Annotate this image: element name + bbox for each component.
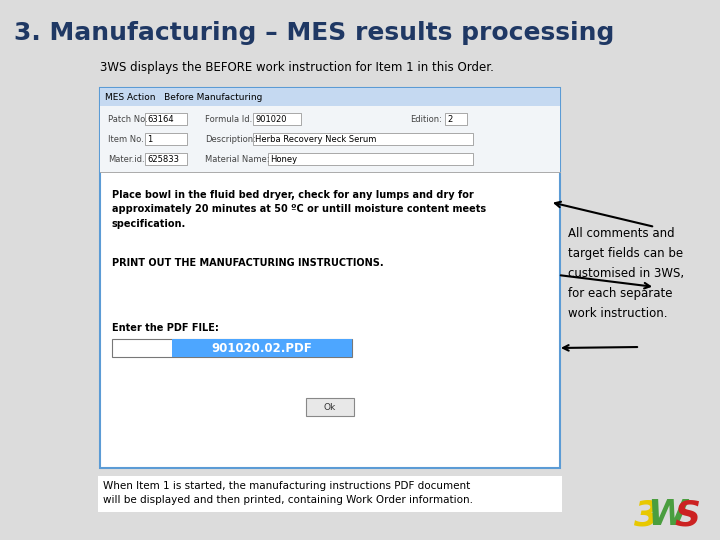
FancyBboxPatch shape bbox=[253, 133, 473, 145]
Text: 3. Manufacturing – MES results processing: 3. Manufacturing – MES results processin… bbox=[14, 21, 614, 45]
Text: Mater.id.: Mater.id. bbox=[108, 154, 145, 164]
FancyBboxPatch shape bbox=[306, 398, 354, 416]
Text: Material Name:: Material Name: bbox=[205, 154, 269, 164]
FancyBboxPatch shape bbox=[145, 153, 187, 165]
Text: Edition:: Edition: bbox=[410, 114, 442, 124]
FancyBboxPatch shape bbox=[145, 133, 187, 145]
Text: PRINT OUT THE MANUFACTURING INSTRUCTIONS.: PRINT OUT THE MANUFACTURING INSTRUCTIONS… bbox=[112, 258, 384, 268]
Text: 3WS displays the BEFORE work instruction for Item 1 in this Order.: 3WS displays the BEFORE work instruction… bbox=[100, 62, 494, 75]
FancyBboxPatch shape bbox=[112, 339, 352, 357]
FancyBboxPatch shape bbox=[253, 113, 301, 125]
Text: 63164: 63164 bbox=[147, 114, 174, 124]
Text: Description:: Description: bbox=[205, 134, 256, 144]
FancyBboxPatch shape bbox=[100, 88, 560, 468]
Text: Item No.: Item No. bbox=[108, 134, 144, 144]
Text: MES Action   Before Manufacturing: MES Action Before Manufacturing bbox=[105, 92, 262, 102]
FancyBboxPatch shape bbox=[145, 113, 187, 125]
Text: Enter the PDF FILE:: Enter the PDF FILE: bbox=[112, 323, 219, 333]
FancyBboxPatch shape bbox=[100, 88, 560, 106]
FancyBboxPatch shape bbox=[268, 153, 473, 165]
Text: Formula Id.: Formula Id. bbox=[205, 114, 252, 124]
FancyBboxPatch shape bbox=[98, 476, 562, 512]
Text: 625833: 625833 bbox=[147, 154, 179, 164]
Text: S: S bbox=[674, 498, 700, 532]
Text: 1: 1 bbox=[147, 134, 152, 144]
Text: 901020.02.PDF: 901020.02.PDF bbox=[212, 341, 312, 354]
Text: Patch No.: Patch No. bbox=[108, 114, 148, 124]
Text: Herba Recovery Neck Serum: Herba Recovery Neck Serum bbox=[255, 134, 377, 144]
Text: Place bowl in the fluid bed dryer, check for any lumps and dry for
approximately: Place bowl in the fluid bed dryer, check… bbox=[112, 190, 486, 229]
Text: 3: 3 bbox=[634, 498, 660, 532]
FancyBboxPatch shape bbox=[172, 339, 352, 357]
Text: Honey: Honey bbox=[270, 154, 297, 164]
Text: 2: 2 bbox=[447, 114, 452, 124]
FancyBboxPatch shape bbox=[100, 106, 560, 172]
Text: 901020: 901020 bbox=[255, 114, 287, 124]
Text: Ok: Ok bbox=[324, 402, 336, 411]
Text: will be displayed and then printed, containing Work Order information.: will be displayed and then printed, cont… bbox=[103, 495, 473, 505]
Text: W: W bbox=[647, 498, 687, 532]
Text: All comments and
target fields can be
customised in 3WS,
for each separate
work : All comments and target fields can be cu… bbox=[568, 227, 684, 320]
Text: When Item 1 is started, the manufacturing instructions PDF document: When Item 1 is started, the manufacturin… bbox=[103, 481, 470, 491]
FancyBboxPatch shape bbox=[445, 113, 467, 125]
